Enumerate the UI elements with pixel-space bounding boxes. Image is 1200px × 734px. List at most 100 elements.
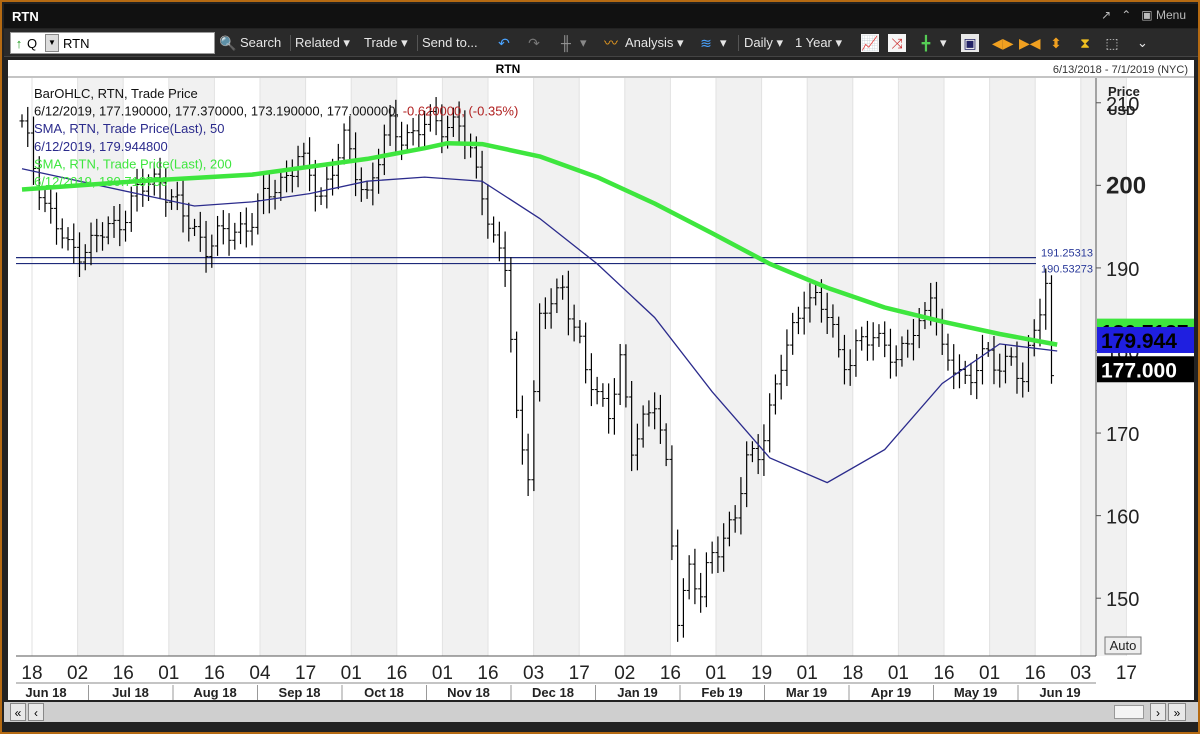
pin-icon[interactable]: ↗ xyxy=(1101,8,1112,22)
window-title: RTN xyxy=(12,9,39,24)
search-icon[interactable]: 🔍 xyxy=(219,35,237,51)
scroll-left-icon[interactable]: ◀▶ xyxy=(992,35,1014,51)
x-day-tick-label: 02 xyxy=(614,663,635,684)
y-tick-label: 200 xyxy=(1106,172,1146,199)
bar-style-icon[interactable]: ╫ xyxy=(561,35,571,51)
auto-scale-button xyxy=(1104,636,1142,655)
x-day-tick-label: 03 xyxy=(1070,663,1091,684)
time-band xyxy=(716,78,762,656)
y-tick-label: 210 xyxy=(1106,94,1139,116)
x-month-label: Dec 18 xyxy=(532,685,574,700)
analysis-label[interactable]: Analysis xyxy=(625,35,674,50)
x-day-tick-label: 01 xyxy=(158,663,179,684)
symbol-type-dropdown-icon[interactable]: ▼ xyxy=(45,34,59,52)
studies-dropdown-icon[interactable]: ▾ xyxy=(720,35,727,50)
legend-line: BarOHLC, RTN, Trade Price xyxy=(34,86,198,101)
trade-menu[interactable]: Trade ▾ xyxy=(364,35,408,50)
x-day-tick-label: 18 xyxy=(21,663,42,684)
period-label[interactable]: Daily xyxy=(744,35,773,50)
search-button[interactable]: Search xyxy=(240,35,282,50)
crosshair-icon[interactable]: ╋ xyxy=(921,35,931,51)
window-icon[interactable]: ▣ xyxy=(961,34,979,52)
period-menu[interactable]: Daily ▾ xyxy=(744,35,784,50)
x-day-tick-label: 19 xyxy=(751,663,772,684)
toolbar-divider xyxy=(738,35,739,51)
send-to-label[interactable]: Send to... xyxy=(422,35,478,50)
x-month-label: Oct 18 xyxy=(364,685,404,700)
reference-line-label: 190.53273 xyxy=(1041,264,1093,276)
range-menu[interactable]: 1 Year ▾ xyxy=(795,35,843,50)
zoom-horizontal-icon[interactable]: ▶◀ xyxy=(1019,35,1041,51)
undo-icon[interactable]: ↶ xyxy=(498,35,510,51)
scroll-end-icon[interactable]: » xyxy=(1168,703,1186,721)
zoom-vertical-icon[interactable]: ⬍ xyxy=(1050,35,1062,51)
crosshair-dropdown-icon[interactable]: ▾ xyxy=(940,35,947,50)
time-band xyxy=(260,78,306,656)
window-menu[interactable]: ▣ Menu xyxy=(1141,8,1186,22)
x-day-tick-label: 02 xyxy=(67,663,88,684)
x-day-tick-label: 16 xyxy=(204,663,225,684)
menu-label[interactable]: Menu xyxy=(1155,8,1186,22)
time-band xyxy=(898,78,944,656)
scroll-right-arrow-icon[interactable]: › xyxy=(1150,703,1166,721)
x-day-tick-label: 16 xyxy=(386,663,407,684)
legend-line: SMA, RTN, Trade Price(Last), 50 xyxy=(34,121,225,136)
scroll-left-arrow-icon[interactable]: ‹ xyxy=(28,703,44,721)
analysis-icon[interactable]: 〰 xyxy=(604,35,618,51)
send-to-menu[interactable]: Send to... xyxy=(422,29,478,57)
toolbar-divider xyxy=(290,35,291,51)
x-day-tick-label: 16 xyxy=(660,663,681,684)
reference-line-label: 191.25313 xyxy=(1041,248,1093,260)
time-band xyxy=(807,78,853,656)
ohlc-bars xyxy=(19,97,1054,642)
y-tick-label: 170 xyxy=(1106,424,1139,446)
time-band xyxy=(351,78,397,656)
scrollbar[interactable]: « ‹ › » xyxy=(4,702,1198,722)
symbol-type[interactable]: Q xyxy=(27,35,38,51)
hourglass-icon[interactable]: ⧗ xyxy=(1080,35,1090,51)
toolbar: ↑ Q ▼ 🔍 Search Related ▾ Trade ▾ Send to… xyxy=(4,29,1198,57)
x-month-label: Jan 19 xyxy=(617,685,657,700)
sma-50-line xyxy=(21,168,1058,484)
y-tick-label: 190 xyxy=(1106,259,1139,281)
trade-label[interactable]: Trade xyxy=(364,35,398,50)
x-month-label: Jul 18 xyxy=(112,685,149,700)
range-label[interactable]: 1 Year xyxy=(795,35,832,50)
analysis-menu[interactable]: Analysis ▾ xyxy=(625,35,684,50)
collapse-icon[interactable]: ⌃ xyxy=(1121,8,1132,22)
legend-line: 6/12/2019, 179.944800 xyxy=(34,139,168,154)
more-icon[interactable]: ⌄ xyxy=(1137,35,1148,50)
related-label[interactable]: Related xyxy=(295,35,340,50)
sma-200-line xyxy=(21,140,1058,347)
studies-icon[interactable]: ≋ xyxy=(700,35,712,51)
up-arrow-icon: ↑ xyxy=(15,35,23,51)
x-day-tick-label: 17 xyxy=(295,663,316,684)
bar-style-dropdown-icon[interactable]: ▾ xyxy=(580,35,587,50)
x-day-tick-label: 17 xyxy=(569,663,590,684)
x-month-label: Mar 19 xyxy=(786,685,827,700)
window-controls: ↗ ⌃ ▣ Menu xyxy=(1101,8,1186,22)
symbol-input[interactable] xyxy=(59,35,189,51)
x-month-label: Feb 19 xyxy=(701,685,742,700)
time-band xyxy=(989,78,1036,656)
legend-line: 6/12/2019, 177.190000, 177.370000, 173.1… xyxy=(34,104,518,119)
redo-icon[interactable]: ↷ xyxy=(528,35,540,51)
scroll-start-icon[interactable]: « xyxy=(10,703,26,721)
select-icon[interactable]: ⬚ xyxy=(1105,35,1119,51)
symbol-field[interactable]: ↑ Q ▼ xyxy=(10,32,215,54)
chart-area[interactable]: RTN 6/13/2018 - 7/1/2019 (NYC) 150 160 170 18… xyxy=(8,60,1194,700)
scroll-thumb[interactable] xyxy=(1114,705,1144,719)
x-month-label: May 19 xyxy=(954,685,997,700)
x-month-label: Nov 18 xyxy=(447,685,490,700)
legend-line: 6/12/2019, 180.713750 xyxy=(34,174,168,189)
time-band xyxy=(533,78,580,656)
price-chart[interactable]: RTN 6/13/2018 - 7/1/2019 (NYC) 150 160 170 18… xyxy=(8,60,1194,700)
related-menu[interactable]: Related ▾ xyxy=(295,35,350,50)
x-day-tick-label: 16 xyxy=(113,663,134,684)
compare-chart-icon[interactable]: ⤨ xyxy=(888,34,906,52)
time-band xyxy=(168,78,215,656)
line-chart-icon[interactable]: 📈 xyxy=(861,34,879,52)
x-day-tick-label: 03 xyxy=(523,663,544,684)
legend-change: -0.620000, (-0.35%) xyxy=(399,104,518,119)
